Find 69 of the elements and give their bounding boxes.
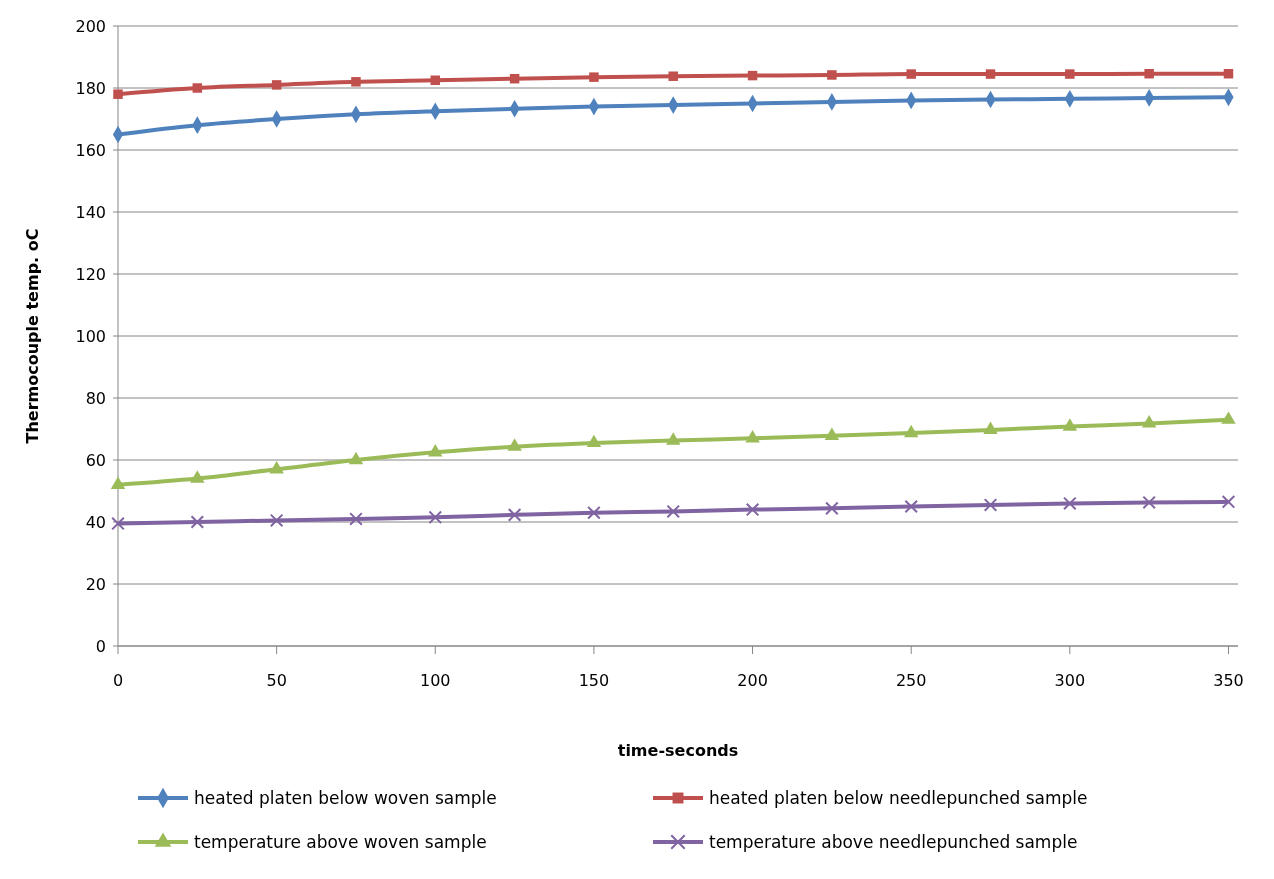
point xyxy=(903,424,919,438)
point xyxy=(666,432,681,445)
point xyxy=(1063,496,1077,511)
y-tick-label: 0 xyxy=(95,636,106,656)
point xyxy=(747,70,758,81)
point xyxy=(271,80,282,90)
point xyxy=(1221,411,1236,424)
point xyxy=(1142,495,1156,510)
legend-label: heated platen below woven sample xyxy=(194,787,497,808)
x-tick-label: 100 xyxy=(420,671,451,690)
point xyxy=(192,83,203,93)
y-tick-label: 80 xyxy=(85,388,106,408)
point xyxy=(668,71,678,81)
y-tick-label: 60 xyxy=(85,450,106,470)
point xyxy=(430,75,441,85)
point xyxy=(1065,69,1075,79)
point xyxy=(509,73,520,84)
point xyxy=(983,498,998,512)
y-tick-label: 40 xyxy=(85,512,106,532)
point xyxy=(269,460,284,474)
point xyxy=(1144,69,1154,79)
point xyxy=(269,513,284,528)
point xyxy=(824,427,840,440)
point xyxy=(348,451,364,465)
x-tick-label: 350 xyxy=(1213,671,1244,690)
point xyxy=(827,70,837,80)
point xyxy=(666,504,681,519)
point xyxy=(349,512,363,526)
y-tick-label: 100 xyxy=(75,326,106,346)
y-tick-label: 180 xyxy=(75,78,106,98)
point xyxy=(428,443,443,457)
point xyxy=(589,72,599,82)
legend-label: heated platen below needlepunched sample xyxy=(709,787,1088,808)
point xyxy=(351,77,361,87)
point xyxy=(111,516,125,531)
x-tick-label: 150 xyxy=(578,671,610,690)
point xyxy=(906,69,916,79)
point xyxy=(1141,415,1157,428)
y-axis-title: Thermocouple temp. oC xyxy=(23,228,42,444)
x-tick-label: 0 xyxy=(112,671,124,690)
point xyxy=(507,438,522,451)
point xyxy=(1223,69,1234,79)
legend-label: temperature above needlepunched sample xyxy=(709,831,1078,852)
point xyxy=(983,421,998,435)
x-tick-label: 300 xyxy=(1054,671,1086,690)
x-tick-label: 50 xyxy=(266,671,287,690)
point xyxy=(190,470,205,483)
point xyxy=(507,508,522,522)
point xyxy=(190,515,205,529)
point xyxy=(825,501,839,516)
point xyxy=(587,505,601,520)
point xyxy=(428,510,443,525)
y-tick-label: 120 xyxy=(75,264,106,284)
x-axis-title: time-seconds xyxy=(617,741,739,760)
point xyxy=(586,434,602,448)
point xyxy=(110,476,126,489)
point xyxy=(1221,495,1236,509)
point xyxy=(1062,418,1078,431)
point xyxy=(745,429,760,443)
legend-label: temperature above woven sample xyxy=(194,831,487,852)
point xyxy=(985,69,996,79)
point xyxy=(745,502,760,517)
x-tick-label: 200 xyxy=(737,671,768,690)
y-tick-label: 160 xyxy=(75,140,106,160)
y-tick-label: 20 xyxy=(85,574,106,594)
y-tick-label: 140 xyxy=(75,202,106,222)
y-tick-label: 200 xyxy=(75,16,106,36)
point xyxy=(904,499,919,514)
x-tick-label: 250 xyxy=(895,671,927,690)
